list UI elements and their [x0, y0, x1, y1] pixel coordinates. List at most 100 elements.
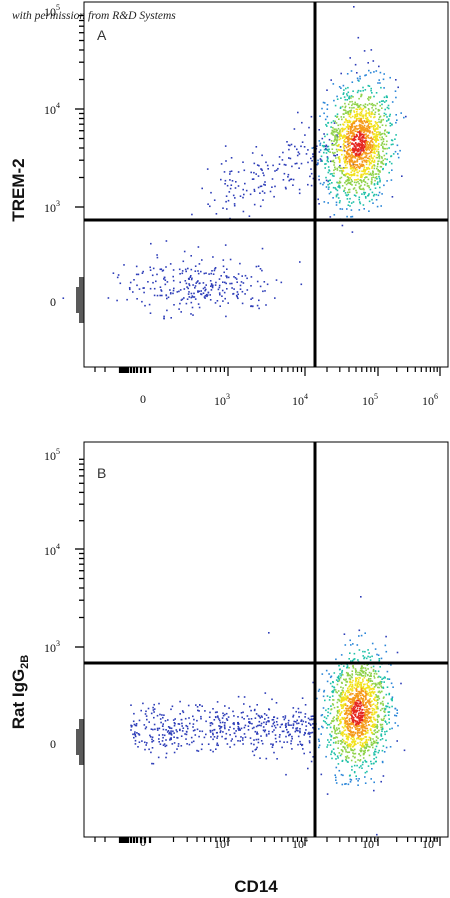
- panel-b-cd14pos-event: [357, 704, 360, 707]
- panel-b-cd14pos-event: [382, 686, 384, 689]
- panel-b-cd14neg-event: [260, 735, 262, 737]
- panel-b-cd14neg-event: [163, 714, 165, 716]
- panel-a-cd14neg-event: [211, 286, 214, 289]
- panel-a-cd14neg-event: [149, 312, 152, 314]
- panel-a-cd14pos-event: [326, 148, 329, 151]
- panel-b-cd14pos-event: [373, 754, 375, 756]
- panel-b-cd14pos-event: [374, 696, 376, 699]
- panel-b-cd14pos-event: [385, 746, 388, 749]
- panel-b-cd14pos-event: [362, 742, 364, 745]
- panel-b-cd14neg-event: [263, 721, 265, 724]
- panel-a-cd14pos-event: [364, 191, 367, 194]
- panel-a-cd14pos-event: [373, 133, 376, 135]
- panel-a-cd14pos-event: [356, 103, 359, 105]
- panel-b-cd14pos-event: [362, 655, 364, 657]
- panel-a-cd14pos-event: [347, 179, 350, 181]
- panel-a-cd14pos-event: [354, 103, 356, 106]
- panel-a-cd14pos-event: [377, 148, 379, 151]
- panel-b-cd14pos-event: [352, 709, 355, 711]
- panel-a-cd14pos-event: [348, 188, 351, 191]
- panel-b-cd14pos-event: [362, 733, 364, 736]
- panel-b-cd14pos-event: [364, 736, 367, 738]
- panel-b-cd14pos-event: [352, 700, 354, 702]
- panel-a-diagonal-event: [298, 167, 300, 169]
- panel-a-cd14pos-event: [352, 148, 354, 151]
- panel-a-diagonal-event: [257, 175, 260, 177]
- panel-a-cd14neg-event: [197, 272, 200, 275]
- panel-b-cd14pos-event: [324, 699, 326, 702]
- panel-b-cd14pos-event: [363, 687, 365, 690]
- panel-b-cd14pos-event: [334, 732, 336, 734]
- panel-b-cd14neg-event: [246, 715, 249, 717]
- panel-a-cd14pos-event: [376, 150, 378, 153]
- panel-b-cd14pos-event: [332, 717, 334, 720]
- panel-b-cd14neg-event: [292, 716, 294, 718]
- panel-a-cd14pos-event: [354, 160, 357, 163]
- panel-b-cd14pos-event: [376, 696, 379, 699]
- panel-a-cd14neg-event: [184, 280, 187, 282]
- panel-a-cd14pos-event: [352, 90, 354, 92]
- panel-a-cd14pos-event: [332, 160, 335, 163]
- panel-b-cd14pos-event: [363, 718, 365, 721]
- panel-b-cd14pos-event: [352, 749, 355, 752]
- panel-b-cd14neg-event: [209, 722, 212, 724]
- panel-b-cd14pos-event: [347, 732, 350, 735]
- panel-a-cd14pos-event: [350, 97, 352, 99]
- panel-a-cd14neg-event: [211, 285, 214, 288]
- panel-b-cd14pos-event: [359, 744, 362, 746]
- panel-b-cd14pos-event: [365, 669, 367, 671]
- panel-a-cd14pos-event: [401, 175, 403, 177]
- panel-b-cd14pos-event: [356, 684, 358, 687]
- panel-b-cd14neg-event: [305, 725, 308, 727]
- panel-a-cd14pos-event: [397, 86, 399, 89]
- panel-b-cd14pos-event: [365, 722, 367, 725]
- panel-a-diagonal-event: [271, 178, 274, 180]
- panel-a-cd14pos-event: [341, 171, 343, 173]
- panel-a-diagonal-event: [311, 159, 313, 162]
- panel-a-cd14pos-event: [363, 164, 365, 167]
- panel-b-cd14pos-event: [354, 684, 357, 687]
- panel-a-outlier-event: [356, 72, 358, 74]
- panel-b-cd14neg-event: [223, 726, 226, 728]
- panel-b-cd14neg-event: [310, 732, 312, 734]
- panel-a-cd14neg-event: [203, 272, 206, 275]
- panel-b-cd14pos-event: [361, 669, 363, 672]
- panel-a-cd14pos-event: [343, 139, 345, 142]
- panel-b-cd14neg-event: [237, 725, 240, 728]
- panel-a-cd14pos-event: [377, 108, 380, 111]
- panel-a-diagonal-event: [260, 168, 263, 171]
- panel-a-cd14pos-event: [328, 192, 331, 195]
- panel-a-diagonal-event: [287, 144, 290, 146]
- panel-a-diagonal-event: [224, 179, 227, 182]
- panel-b-cd14pos-event: [348, 775, 351, 777]
- panel-a-cd14neg-event: [194, 298, 197, 300]
- panel-a-cd14neg-event: [236, 295, 238, 298]
- panel-b-cd14pos-event: [384, 720, 386, 722]
- panel-b-cd14neg-event: [273, 751, 275, 754]
- panel-b-cd14pos-event: [373, 733, 375, 735]
- panel-b-cd14neg-event: [192, 715, 194, 718]
- panel-a-cd14pos-event: [351, 132, 353, 134]
- panel-b-cd14pos-event: [335, 658, 337, 661]
- panel-b-cd14pos-event: [366, 690, 368, 693]
- panel-b-cd14neg-event: [221, 717, 224, 719]
- panel-a-cd14neg-event: [250, 305, 252, 308]
- panel-b-cd14pos-event: [383, 681, 385, 683]
- panel-b-cd14pos-event: [370, 716, 373, 719]
- panel-b-cd14pos-event: [353, 711, 355, 714]
- panel-a-cd14pos-event: [369, 97, 372, 99]
- panel-a-cd14pos-event: [363, 145, 366, 147]
- panel-a-cd14neg-event: [222, 300, 224, 302]
- panel-b-cd14neg-event: [212, 738, 214, 741]
- panel-b-cd14neg-event: [291, 737, 293, 740]
- panel-b-cd14pos-event: [344, 743, 347, 745]
- panel-b-cd14pos-event: [370, 672, 372, 675]
- panel-a-cd14pos-event: [325, 176, 327, 179]
- panel-a-cd14neg-event: [205, 272, 207, 274]
- panel-a-cd14pos-event: [391, 101, 394, 103]
- panel-b-cd14pos-event: [329, 676, 332, 679]
- panel-b-cd14pos-event: [346, 695, 349, 697]
- panel-a-cd14pos-event: [358, 163, 361, 165]
- panel-b-cd14neg-event: [200, 748, 203, 751]
- panel-a-cd14pos-event: [346, 172, 348, 175]
